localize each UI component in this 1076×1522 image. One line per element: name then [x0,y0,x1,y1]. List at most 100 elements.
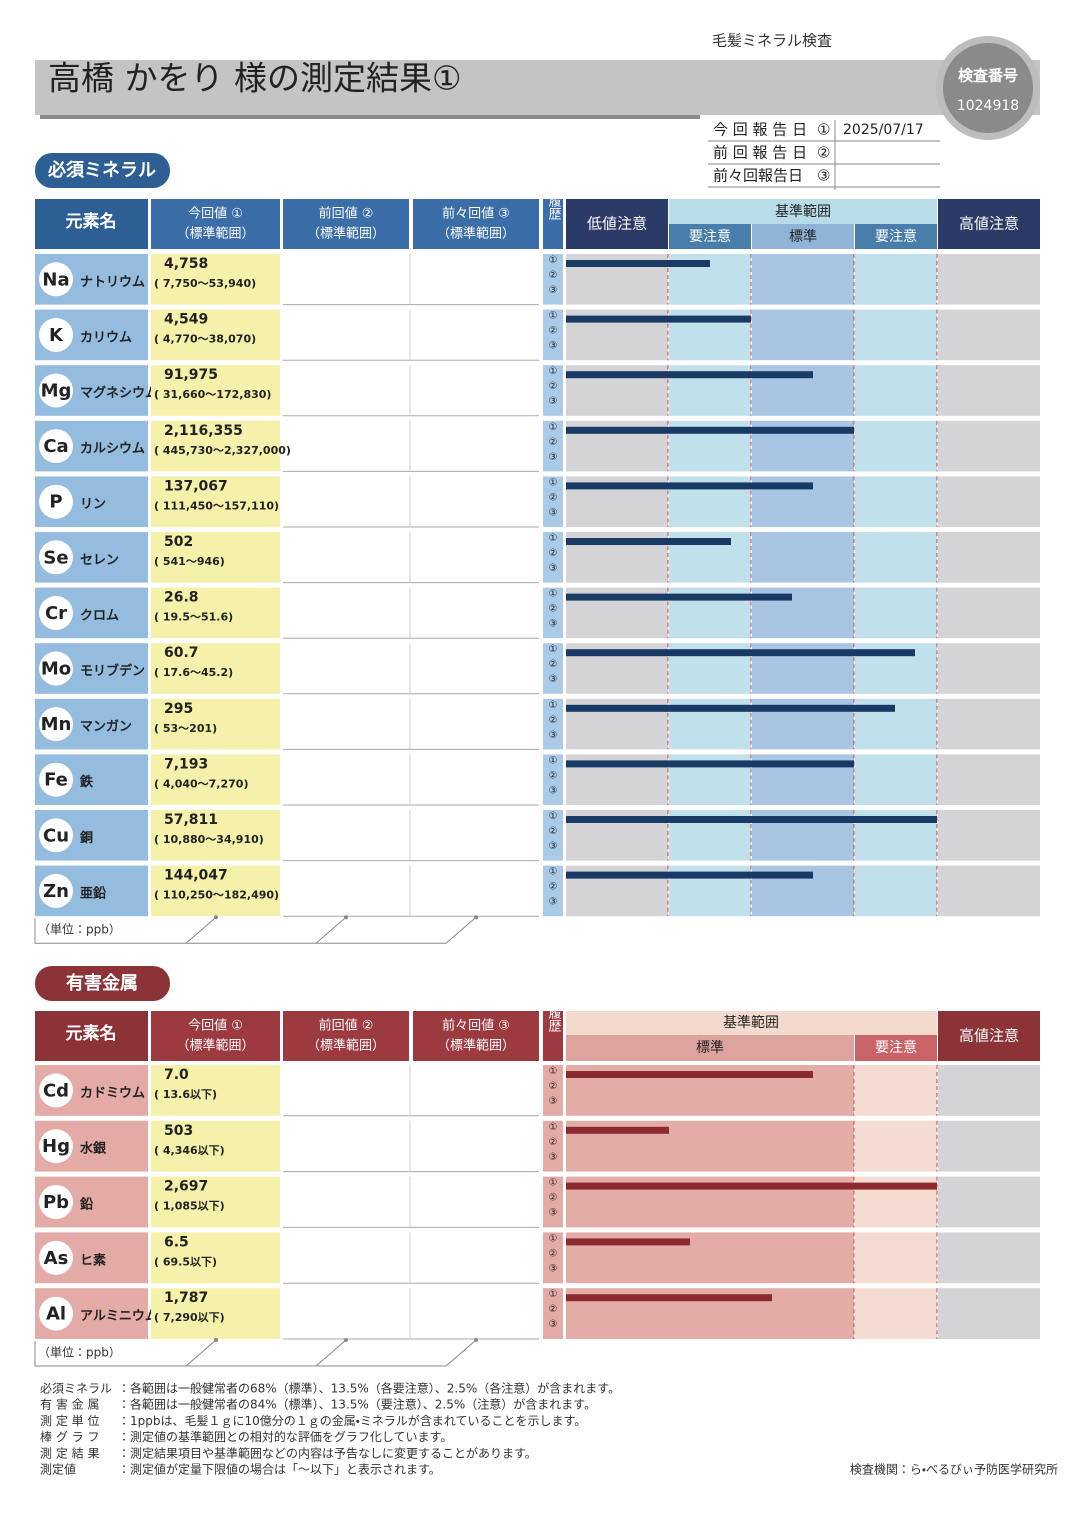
chart-zone [855,1065,937,1116]
header-value-text: 今回値 ① [188,206,243,222]
history-mark: ① [549,1066,558,1077]
result-bar [566,816,937,823]
element-name: ヒ素 [80,1252,106,1268]
element-name: マグネシウム [80,385,158,401]
history-mark: ① [549,366,558,377]
header-element [35,1011,148,1061]
element-name: 水銀 [79,1141,107,1157]
exam-no: 1024918 [957,98,1019,114]
value: 2,116,355 [164,423,243,439]
element-name: カルシウム [80,442,145,457]
header-sub [855,224,937,249]
element-symbol: Na [42,269,69,290]
element-symbol: Cr [45,603,67,624]
header-value [151,1011,280,1061]
header-sub [752,224,854,249]
history-mark: ① [549,311,558,322]
header-element-text: 元素名 [66,211,117,232]
element-badge [39,540,73,575]
history-mark: ③ [549,897,558,908]
value-cell [151,254,280,305]
value: 503 [164,1123,193,1139]
value-range: ( 10,880～34,910) [154,833,264,846]
history-mark: ② [549,604,558,615]
lab: 検査機関：ら・べるびぃ予防医学研究所 [850,1462,1058,1477]
value: 295 [164,701,193,717]
history-mark: ② [549,492,558,503]
header-high-text: 高値注意 [959,215,1019,233]
element-badge [39,429,73,464]
note-text: ：測定値が定量下限値の場合は「～以下」と表示されます。 [118,1462,441,1477]
element-badge [39,818,73,853]
history-mark: ① [549,755,558,766]
result-bar [566,1238,690,1246]
element-symbol: Hg [42,1136,70,1157]
history-mark: ② [549,826,558,837]
chart-zone [938,1065,1040,1116]
element-symbol: Ca [43,436,68,457]
chart-zone [938,309,1040,361]
chart-zone [855,865,937,917]
history-cell [543,865,563,917]
date-mark: ① [817,121,830,139]
chart-zone [938,1232,1040,1284]
history-mark: ③ [549,1208,558,1219]
exam-no-label: 検査番号 [958,67,1018,85]
header-sub [855,1035,937,1061]
history-mark: ② [549,437,558,448]
history-mark: ② [549,1248,558,1259]
date-label: 前々回報告日 [713,167,803,185]
chart-zone [855,254,937,305]
chart-zone [938,254,1040,305]
history-mark: ② [549,770,558,781]
history-mark: ① [549,700,558,711]
result-bar [566,593,792,601]
header-element [35,199,148,249]
header-value-text: （標準範囲） [437,226,515,242]
history-mark: ① [549,255,558,266]
note-text: ：1ppbは、毛髪１ｇに10億分の１ｇの金属・ミネラルが含まれていることを示しま… [118,1413,586,1428]
result-bar [566,260,710,267]
connector [445,1339,477,1367]
value-range: ( 69.5以下) [154,1255,217,1268]
history-mark: ② [549,1137,558,1148]
value-range: ( 110,250～182,490) [154,889,279,902]
value: 2,697 [164,1179,208,1195]
history-mark: ③ [549,730,558,741]
element-badge [39,317,73,352]
value-range: ( 445,730～2,327,000) [154,444,291,457]
value: 91,975 [164,367,218,383]
date-label: 今 回 報 告 日 [713,121,807,139]
element-name: カリウム [80,330,132,345]
element-symbol: Mo [41,659,71,680]
element-symbol: Pb [43,1192,69,1213]
element-name: モリブデン [80,663,145,679]
value-cell [151,532,280,583]
element-symbol: Mg [41,381,72,402]
value-cell [151,1065,280,1116]
value-cell [151,865,280,917]
result-bar [566,482,813,490]
chart-zone [855,532,937,583]
value: 6.5 [164,1234,189,1250]
chart-zone [938,365,1040,416]
result-bar [566,315,751,323]
chart-zone [938,587,1040,639]
connector [185,916,217,944]
value: 137,067 [164,478,228,494]
history-cell [543,365,563,416]
value-range: ( 53～201) [154,722,217,735]
value-cell [151,365,280,416]
element-name: セレン [80,553,119,568]
value-range: ( 17.6～45.2) [154,666,233,679]
value-cell [151,309,280,361]
history-mark: ② [549,715,558,726]
history-mark: ③ [549,452,558,463]
chart-zone [855,754,937,805]
note-text: ：各範囲は一般健常者の84%（標準）、13.5%（要注意）、2.5%（注意）が含… [118,1397,596,1412]
value-range: ( 13.6以下) [154,1088,217,1101]
header-sub [566,1035,854,1061]
chart-zone [938,1288,1040,1339]
